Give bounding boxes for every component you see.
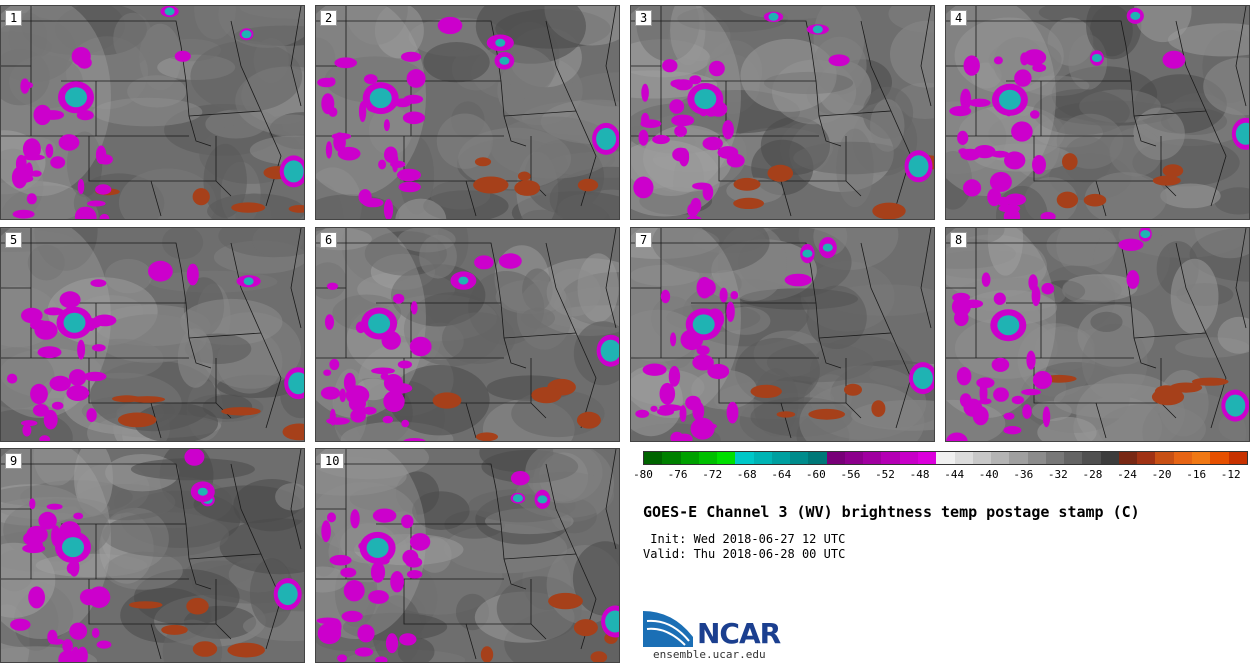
ncar-logo-text: NCAR	[697, 617, 781, 650]
map-panel: 3	[630, 5, 935, 220]
map-image	[1, 6, 304, 219]
map-panel: 7	[630, 227, 935, 442]
colorbar	[643, 451, 1248, 465]
panel-number-label: 10	[320, 453, 345, 469]
map-image	[631, 228, 934, 441]
colorbar-swatch	[881, 452, 900, 464]
colorbar-tick-label: -56	[840, 468, 861, 481]
panel-number-label: 2	[320, 10, 338, 26]
colorbar-swatch	[844, 452, 864, 464]
figure-title: GOES-E Channel 3 (WV) brightness temp po…	[643, 503, 1140, 521]
colorbar-swatch	[1191, 452, 1211, 464]
colorbar-swatch	[1137, 452, 1156, 464]
colorbar-tick-label: -12	[1220, 468, 1241, 481]
colorbar-swatch	[771, 452, 791, 464]
colorbar-swatch	[826, 452, 845, 464]
valid-time: Valid: Thu 2018-06-28 00 UTC	[643, 547, 846, 561]
colorbar-tick-label: -80	[633, 468, 653, 481]
colorbar-swatch	[662, 452, 681, 464]
colorbar-swatch	[1027, 452, 1046, 464]
colorbar-swatch	[644, 452, 663, 464]
colorbar-swatch	[753, 452, 772, 464]
map-panel: 10	[315, 448, 620, 663]
colorbar-tick-label: -32	[1047, 468, 1068, 481]
map-image	[316, 6, 619, 219]
map-image	[1, 228, 304, 441]
colorbar-tick-label: -76	[667, 468, 688, 481]
colorbar-tick-label: -16	[1186, 468, 1207, 481]
colorbar-swatch	[899, 452, 918, 464]
colorbar-swatch	[1045, 452, 1065, 464]
colorbar-swatch	[1082, 452, 1101, 464]
colorbar-swatch	[1100, 452, 1119, 464]
map-panel: 9	[0, 448, 305, 663]
map-image	[946, 228, 1249, 441]
colorbar-swatch	[1173, 452, 1192, 464]
colorbar-tick-label: -44	[944, 468, 965, 481]
colorbar-tick-label: -68	[736, 468, 757, 481]
colorbar-swatch	[972, 452, 992, 464]
colorbar-swatch	[735, 452, 754, 464]
colorbar-swatch	[863, 452, 882, 464]
map-image	[631, 6, 934, 219]
colorbar-swatch	[1118, 452, 1138, 464]
colorbar-swatch	[1228, 452, 1247, 464]
colorbar-swatch	[991, 452, 1010, 464]
init-time: Init: Wed 2018-06-27 12 UTC	[643, 532, 846, 546]
colorbar-tick-label: -52	[875, 468, 895, 481]
map-panel: 6	[315, 227, 620, 442]
colorbar-swatch	[790, 452, 809, 464]
colorbar-tick-label: -20	[1151, 468, 1172, 481]
ncar-logo-icon	[643, 611, 693, 647]
panel-number-label: 7	[635, 232, 653, 248]
colorbar-swatch	[680, 452, 699, 464]
map-image	[1, 449, 304, 662]
colorbar-tick-label: -64	[771, 468, 792, 481]
colorbar-tick-label: -60	[805, 468, 826, 481]
colorbar-tick-label: -36	[1013, 468, 1034, 481]
colorbar-swatch	[717, 452, 736, 464]
colorbar-swatch	[917, 452, 937, 464]
panel-number-label: 9	[5, 453, 23, 469]
map-panel: 8	[945, 227, 1250, 442]
panel-number-label: 3	[635, 10, 653, 26]
panel-number-label: 1	[5, 10, 23, 26]
colorbar-tick-label: -28	[1082, 468, 1103, 481]
colorbar-tick-label: -24	[1117, 468, 1137, 481]
map-panel: 5	[0, 227, 305, 442]
panel-number-label: 8	[950, 232, 968, 248]
map-panel: 1	[0, 5, 305, 220]
map-image	[946, 6, 1249, 219]
colorbar-ticks: -80 -76 -72 -68 -64 -60 -56 -52 -48 -44 -40 -36 -32 -…	[633, 468, 1248, 484]
map-image	[316, 228, 619, 441]
colorbar-swatch	[1064, 452, 1083, 464]
colorbar-swatch	[1009, 452, 1028, 464]
colorbar-tick-label: -48	[909, 468, 930, 481]
panel-number-label: 4	[950, 10, 968, 26]
colorbar-tick-label: -40	[978, 468, 999, 481]
colorbar-swatch	[954, 452, 973, 464]
colorbar-swatch	[936, 452, 955, 464]
map-panel: 2	[315, 5, 620, 220]
colorbar-swatch	[1155, 452, 1174, 464]
site-url: ensemble.ucar.edu	[653, 648, 766, 661]
map-panel: 4	[945, 5, 1250, 220]
colorbar-swatch	[808, 452, 827, 464]
panel-number-label: 6	[320, 232, 338, 248]
colorbar-swatch	[698, 452, 718, 464]
colorbar-swatch	[1210, 452, 1229, 464]
panel-number-label: 5	[5, 232, 23, 248]
colorbar-tick-label: -72	[702, 468, 723, 481]
map-image	[316, 449, 619, 662]
